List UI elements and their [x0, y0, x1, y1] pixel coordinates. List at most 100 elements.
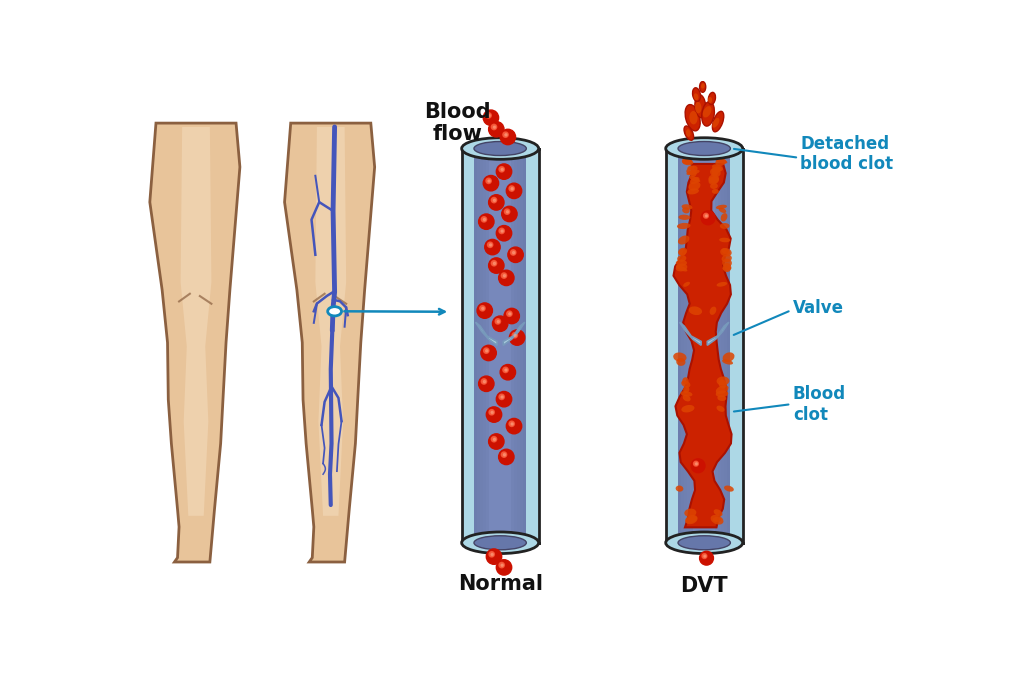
Ellipse shape	[676, 260, 687, 267]
Bar	[511, 149, 514, 542]
Bar	[523, 149, 526, 542]
Circle shape	[486, 112, 492, 118]
Ellipse shape	[709, 92, 716, 104]
Circle shape	[499, 394, 505, 400]
Circle shape	[503, 275, 506, 277]
Circle shape	[488, 258, 504, 273]
Text: Normal: Normal	[458, 573, 543, 594]
Circle shape	[693, 461, 698, 466]
Circle shape	[499, 270, 514, 285]
Bar	[474, 149, 477, 542]
Circle shape	[703, 555, 706, 557]
Circle shape	[506, 211, 509, 213]
Circle shape	[501, 564, 503, 567]
Ellipse shape	[679, 215, 690, 220]
Circle shape	[494, 438, 496, 441]
Circle shape	[504, 308, 519, 324]
Circle shape	[695, 463, 697, 465]
Circle shape	[489, 410, 495, 415]
Circle shape	[487, 114, 490, 116]
Text: Valve: Valve	[793, 299, 844, 317]
Bar	[684, 149, 687, 542]
Circle shape	[496, 319, 501, 324]
Ellipse shape	[682, 204, 692, 210]
Ellipse shape	[682, 157, 692, 164]
Bar	[678, 149, 730, 542]
Ellipse shape	[702, 106, 712, 118]
Bar	[480, 149, 483, 542]
Circle shape	[502, 273, 507, 278]
Circle shape	[497, 392, 512, 407]
Text: Blood
clot: Blood clot	[793, 385, 846, 423]
Ellipse shape	[712, 164, 723, 172]
Circle shape	[486, 549, 502, 565]
Circle shape	[499, 449, 514, 464]
Circle shape	[494, 199, 496, 201]
Bar	[681, 149, 684, 542]
Circle shape	[500, 365, 515, 380]
Ellipse shape	[709, 174, 719, 184]
Bar	[474, 149, 526, 542]
Polygon shape	[180, 127, 211, 516]
Ellipse shape	[695, 95, 706, 118]
Ellipse shape	[676, 264, 687, 271]
Ellipse shape	[474, 141, 526, 155]
Bar	[730, 149, 742, 542]
Ellipse shape	[719, 380, 727, 388]
Ellipse shape	[714, 509, 723, 516]
Ellipse shape	[678, 248, 687, 256]
Ellipse shape	[673, 353, 686, 362]
Ellipse shape	[692, 87, 700, 102]
Ellipse shape	[711, 515, 724, 525]
Circle shape	[505, 209, 510, 215]
Circle shape	[503, 132, 508, 137]
Circle shape	[703, 213, 709, 218]
Circle shape	[501, 230, 503, 232]
Ellipse shape	[682, 160, 693, 166]
Ellipse shape	[686, 516, 697, 524]
Circle shape	[691, 459, 705, 472]
Circle shape	[484, 240, 500, 255]
Ellipse shape	[716, 385, 728, 394]
Ellipse shape	[716, 159, 726, 166]
Polygon shape	[150, 123, 240, 562]
Text: Detached
blood clot: Detached blood clot	[801, 135, 894, 174]
Ellipse shape	[689, 111, 697, 125]
Ellipse shape	[676, 358, 685, 366]
Circle shape	[509, 313, 511, 315]
Circle shape	[486, 407, 502, 422]
Bar	[520, 149, 523, 542]
Circle shape	[505, 369, 507, 371]
Bar	[724, 149, 727, 542]
Ellipse shape	[716, 158, 727, 164]
Ellipse shape	[718, 395, 726, 401]
Ellipse shape	[681, 405, 694, 413]
Circle shape	[489, 244, 492, 246]
Bar	[514, 149, 517, 542]
Ellipse shape	[720, 248, 732, 256]
Bar	[483, 149, 486, 542]
Circle shape	[501, 396, 503, 398]
Ellipse shape	[683, 386, 689, 393]
Circle shape	[699, 551, 714, 565]
Bar	[678, 149, 681, 542]
Circle shape	[497, 320, 500, 323]
Circle shape	[487, 180, 490, 182]
Bar	[666, 149, 678, 542]
Ellipse shape	[687, 188, 699, 194]
Bar	[462, 149, 474, 542]
Bar	[721, 149, 724, 542]
Bar	[727, 149, 730, 542]
Circle shape	[483, 110, 499, 125]
Ellipse shape	[722, 248, 730, 255]
Circle shape	[503, 367, 508, 373]
Ellipse shape	[710, 307, 717, 315]
Circle shape	[702, 554, 707, 559]
Polygon shape	[315, 127, 346, 516]
Bar	[486, 149, 489, 542]
Circle shape	[502, 452, 507, 458]
Ellipse shape	[712, 118, 720, 128]
Circle shape	[486, 178, 492, 184]
Bar	[715, 149, 718, 542]
Ellipse shape	[708, 97, 712, 103]
